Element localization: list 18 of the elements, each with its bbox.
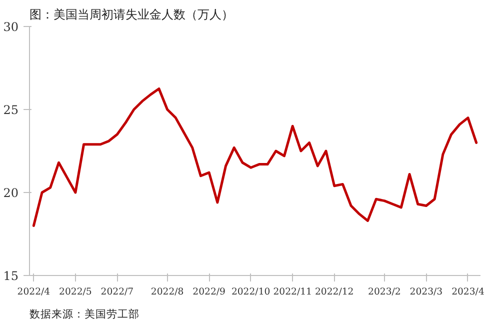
x-tick-label: 2023/2 [368,286,401,298]
x-tick-label: 2022/12 [314,286,354,298]
y-tick-label: 25 [3,103,19,117]
x-tick-label: 2022/11 [273,286,312,298]
line-series [32,88,478,227]
x-tick-label: 2022/7 [100,286,134,298]
y-tick-label: 30 [3,20,19,34]
chart-title: 图：美国当周初请失业金人数（万人） [30,8,234,22]
x-tick-label: 2022/10 [231,286,270,298]
y-tick-label: 15 [3,269,19,283]
x-tick-label: 2023/3 [410,286,443,298]
source-note: 数据来源：美国劳工部 [30,308,140,320]
x-tick-label: 2022/8 [150,286,184,298]
y-tick-label: 20 [3,186,19,200]
x-tick-label: 2022/4 [17,286,50,298]
x-tick-label: 2022/9 [192,286,226,298]
x-tick-label: 2022/5 [59,286,92,298]
x-tick-label: 2023/4 [452,286,484,298]
